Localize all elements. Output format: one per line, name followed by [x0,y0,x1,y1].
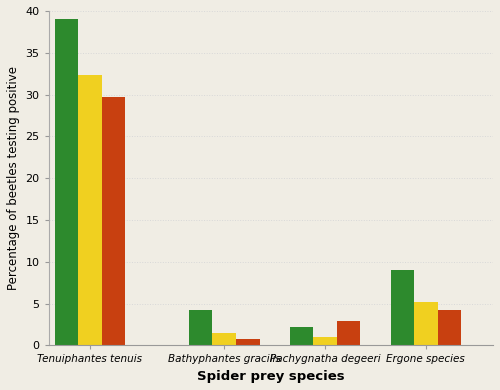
Bar [414,302,438,346]
Y-axis label: Percentage of beetles testing positive: Percentage of beetles testing positive [7,66,20,290]
Bar [54,20,78,346]
Bar [290,327,314,346]
Bar [212,333,236,346]
Bar [78,75,102,346]
Bar [189,310,212,346]
X-axis label: Spider prey species: Spider prey species [197,370,344,383]
Bar [337,321,360,346]
Bar [236,339,260,346]
Bar [102,97,125,346]
Bar [438,310,461,346]
Bar [390,270,414,346]
Bar [314,337,337,346]
